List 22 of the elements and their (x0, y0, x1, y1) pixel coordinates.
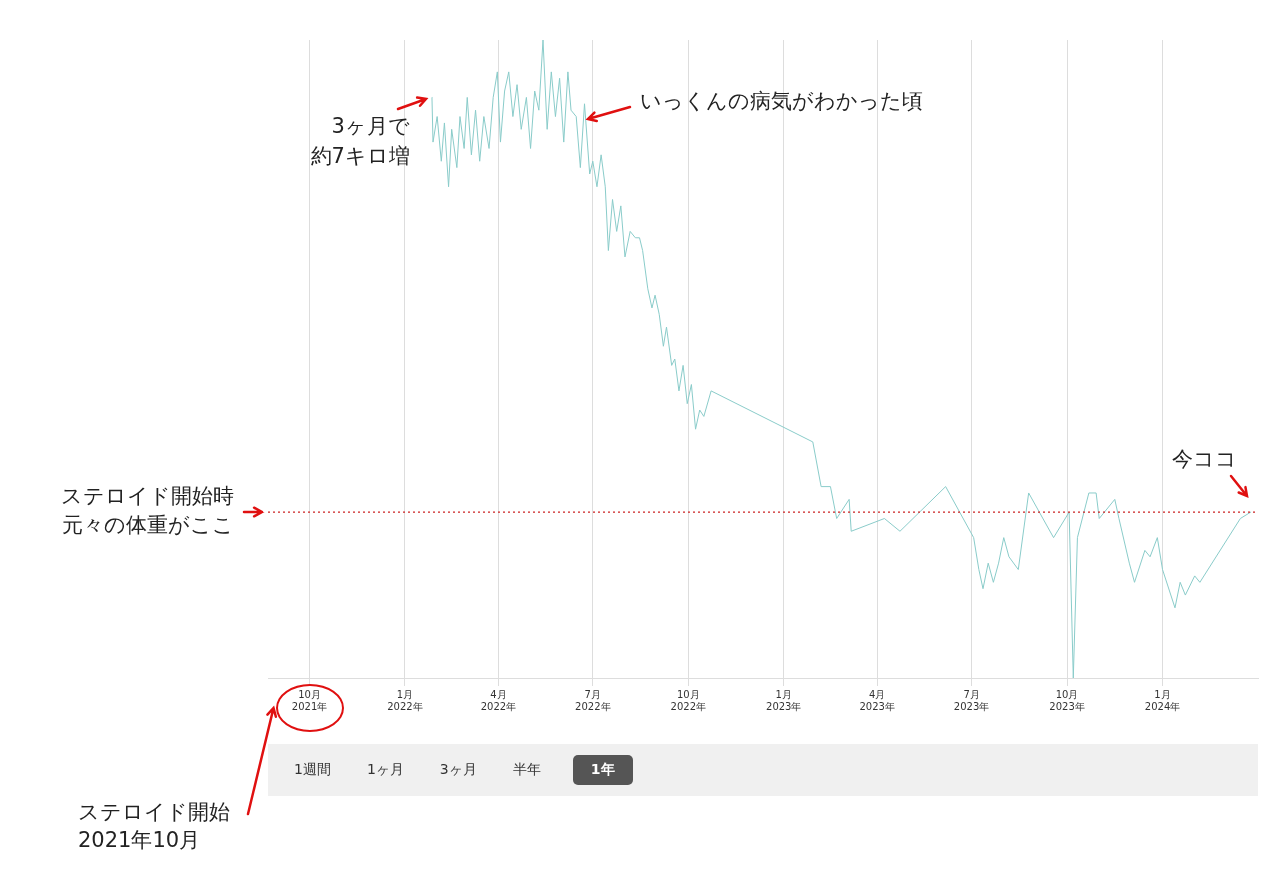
text: ステロイド開始 (78, 799, 230, 826)
text: 1週間 (293, 760, 332, 779)
x-tick-label: 1月 2023年 (766, 688, 802, 712)
annotation: 約7キロ増 (310, 143, 410, 168)
x-tick-label: 10月 2021年 (291, 688, 328, 712)
annotation: 今ココ (1171, 446, 1237, 471)
x-tick-label: 1月 2022年 (387, 688, 423, 712)
text: 1年 (572, 755, 633, 785)
x-tick-label: 1月 2024年 (1144, 688, 1181, 712)
annotation: 3ヶ月で (331, 113, 410, 138)
text: 3ヶ月 (438, 760, 478, 779)
annotation: いっくんの病気がわかった頃 (640, 89, 924, 114)
x-tick-label: 4月 2023年 (859, 688, 895, 712)
text: 1ヶ月 (365, 760, 405, 779)
x-tick-label: 4月 2022年 (480, 688, 517, 712)
text: 2021年10月 (78, 827, 202, 855)
ref-line-label: ステロイド開始時元々の体重がここ (61, 484, 234, 538)
x-tick-label: 7月 2022年 (575, 688, 611, 712)
x-tick-label: 10月 2023年 (1049, 688, 1085, 712)
x-tick-label: 10月 2022年 (670, 688, 707, 712)
text: 半年 (511, 760, 542, 779)
x-tick-label: 7月 2023年 (953, 688, 990, 712)
